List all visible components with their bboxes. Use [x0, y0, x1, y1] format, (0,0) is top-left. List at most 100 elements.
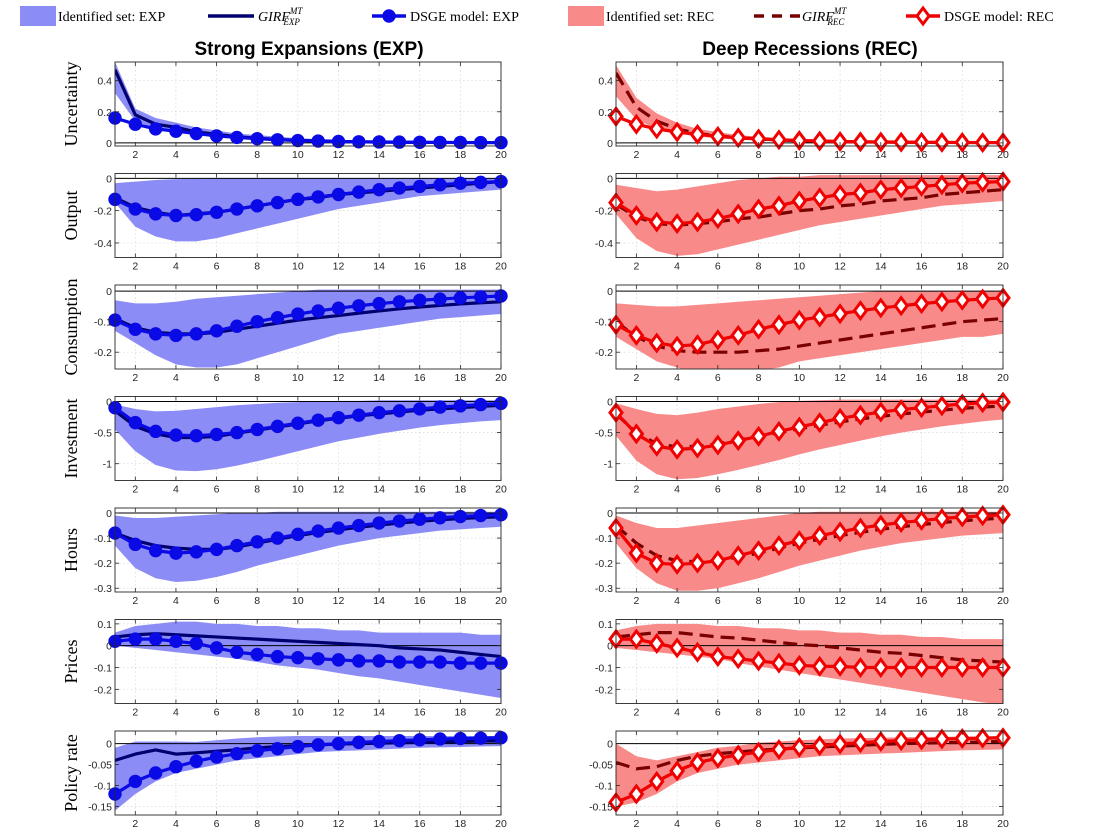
dsge-model-point: [730, 545, 747, 567]
dsge-model-point: [832, 184, 848, 205]
x-tick-label: 14: [875, 149, 887, 161]
dsge-model-point: [270, 531, 285, 545]
x-tick-label: 10: [292, 372, 304, 384]
x-tick-label: 20: [997, 484, 1009, 496]
dsge-model-point: [934, 508, 950, 530]
dsge-model-point: [209, 324, 224, 338]
x-tick-label: 14: [373, 484, 385, 496]
dsge-model-point: [372, 182, 386, 197]
plot-frame: [615, 730, 1004, 816]
dsge-model-point: [372, 654, 386, 668]
identified-set-band: [115, 511, 501, 582]
dsge-model-point: [331, 187, 346, 202]
x-tick-label: 4: [674, 372, 680, 384]
dsge-model-point: [169, 546, 183, 560]
y-tick-label: 0.1: [97, 619, 112, 631]
x-tick-label: 6: [214, 372, 220, 384]
dsge-model-point: [934, 728, 950, 750]
dsge-model-point: [148, 207, 163, 221]
dsge-model-point: [730, 203, 747, 225]
dsge-model-point: [648, 435, 665, 457]
dsge-model-point: [392, 181, 407, 195]
dsge-model-point: [832, 733, 848, 755]
dsge-model-point: [291, 133, 305, 148]
x-tick-label: 8: [756, 595, 762, 607]
x-tick-label: 12: [834, 707, 846, 719]
dsge-model-point: [230, 202, 244, 216]
dsge-model-point: [669, 438, 685, 460]
x-tick-label: 8: [756, 261, 762, 273]
legend-item-3: Identified set: REC: [568, 6, 714, 26]
legend-item-1: GIRFMT EXP: [208, 6, 303, 27]
x-tick-label: 10: [793, 484, 805, 496]
dsge-model-point: [628, 423, 645, 445]
y-tick-label: -0.2: [94, 206, 112, 218]
x-tick-label: 16: [414, 372, 426, 384]
x-tick-label: 12: [333, 261, 345, 273]
y-tick-label: -0.1: [595, 781, 613, 793]
dsge-model-point: [148, 424, 163, 439]
panel-prices-rec: 2 4 6 8 10 12 14 16 18 20 -0.2 -0.1 0 0.1: [595, 619, 1011, 719]
x-tick-label: 6: [715, 484, 721, 496]
y-tick-label: 0: [607, 641, 613, 653]
dsge-model-point: [413, 179, 427, 194]
dsge-model-point: [250, 314, 264, 329]
x-tick-label: 20: [495, 372, 507, 384]
dsge-model-point: [392, 135, 407, 149]
x-tick-label: 8: [254, 484, 260, 496]
identified-set-band: [616, 175, 1003, 256]
dsge-model-point: [934, 291, 950, 313]
plot-frame: [615, 507, 1004, 593]
identified-set-band: [115, 621, 501, 699]
panel-uncertainty-rec: 2 4 6 8 10 12 14 16 18 20 0 0.2 0.4: [598, 61, 1011, 161]
panel-policy-rate-rec: 2 4 6 8 10 12 14 16 18 20 -0.15 -0.1 -0.05 0: [589, 727, 1011, 829]
x-tick-label: 6: [214, 261, 220, 273]
dsge-model-point: [433, 292, 447, 306]
dsge-model-point: [331, 653, 346, 667]
y-tick-label: -1: [103, 459, 112, 471]
dsge-model-point: [872, 731, 889, 752]
dsge-model-point: [852, 300, 869, 322]
y-tick-label: 0: [607, 173, 613, 185]
legend-label: DSGE model: REC: [944, 10, 1054, 25]
x-tick-label: 10: [793, 372, 805, 384]
x-tick-label: 18: [455, 707, 467, 719]
dsge-model-point: [413, 512, 427, 526]
dsge-model-point: [128, 322, 143, 336]
dsge-model-point: [709, 550, 726, 572]
x-tick-label: 18: [956, 707, 968, 719]
x-tick-label: 2: [132, 707, 138, 719]
y-tick-label: 0: [106, 739, 112, 751]
dsge-model-point: [148, 632, 163, 646]
dsge-model-point: [453, 176, 468, 190]
dsge-model-point: [392, 733, 407, 748]
dsge-model-point: [311, 413, 325, 427]
dsge-model-point: [331, 301, 346, 315]
x-tick-label: 16: [916, 261, 928, 273]
x-tick-label: 6: [715, 707, 721, 719]
x-tick-label: 4: [173, 818, 179, 829]
dsge-model-point: [811, 412, 828, 434]
dsge-model-point: [311, 524, 325, 538]
dsge-model-point: [669, 760, 685, 782]
dsge-model-point: [791, 190, 808, 212]
dsge-model-point: [771, 129, 787, 151]
x-tick-label: 4: [674, 707, 680, 719]
dsge-model-point: [872, 179, 889, 201]
dsge-model-point: [913, 293, 930, 315]
x-tick-label: 4: [173, 261, 179, 273]
dsge-model-point: [250, 535, 264, 549]
dsge-model-point: [250, 647, 264, 662]
x-tick-label: 16: [916, 818, 928, 829]
dsge-model-point: [872, 657, 889, 678]
dsge-model-point: [473, 656, 488, 670]
dsge-model-point: [453, 399, 468, 413]
x-tick-label: 14: [875, 707, 887, 719]
x-tick-label: 10: [793, 261, 805, 273]
dsge-model-point: [669, 121, 685, 143]
x-tick-label: 18: [956, 484, 968, 496]
plot-frame: [615, 619, 1004, 704]
dsge-model-point: [852, 182, 869, 204]
legend-item-5: DSGE model: REC: [906, 5, 1054, 27]
x-tick-label: 14: [373, 818, 385, 829]
